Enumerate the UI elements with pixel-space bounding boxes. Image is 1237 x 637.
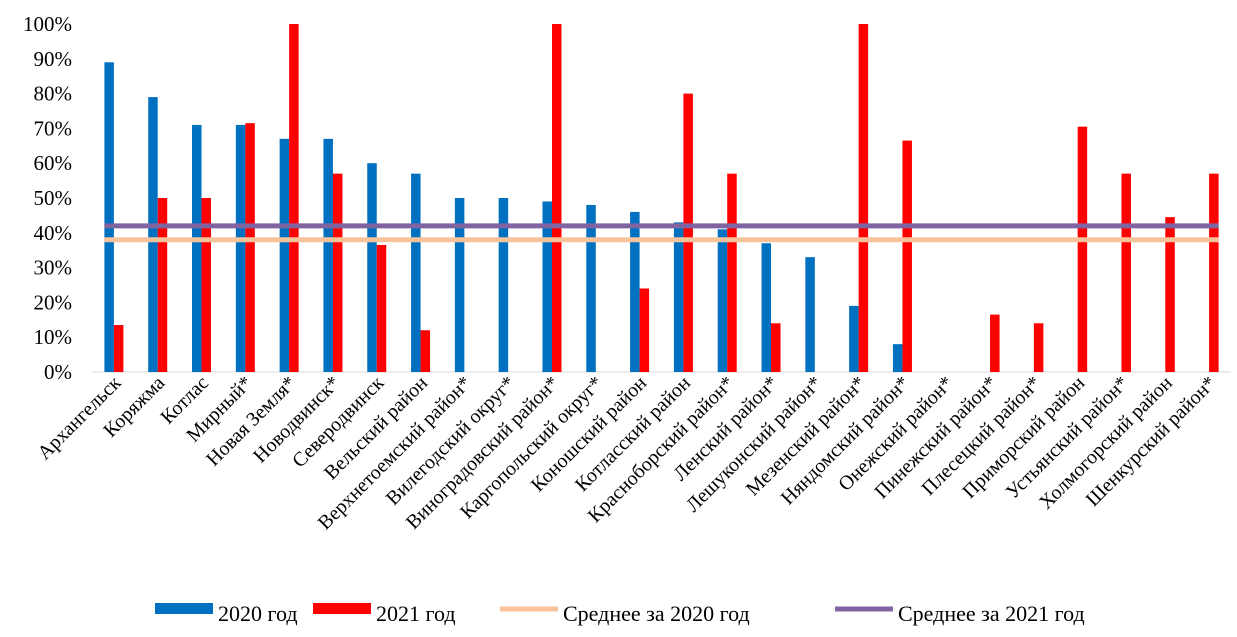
bar-2020 xyxy=(630,211,640,372)
bar-2021 xyxy=(245,123,255,373)
bar-2020 xyxy=(498,198,509,372)
legend-label: 2021 год xyxy=(376,601,456,626)
bar-2021 xyxy=(289,24,299,372)
bar-2021 xyxy=(990,314,1000,372)
bar-2020 xyxy=(586,204,596,372)
y-tick-label: 20% xyxy=(34,290,73,314)
legend-swatch xyxy=(313,603,371,614)
bar-2020 xyxy=(279,138,290,372)
bar-2020 xyxy=(411,173,421,372)
y-tick-label: 0% xyxy=(44,360,72,384)
bar-2021 xyxy=(858,24,869,372)
bar-2021 xyxy=(639,288,650,372)
bar-2021 xyxy=(551,24,562,372)
legend-swatch xyxy=(155,603,213,614)
legend-item-2021: 2021 год xyxy=(313,601,456,626)
bar-2021 xyxy=(771,323,781,372)
legend: 2020 год 2021 год Среднее за 2020 год Средн… xyxy=(155,601,1085,626)
legend-label: 2020 год xyxy=(218,601,298,626)
bar-2021 xyxy=(420,330,431,372)
y-tick-label: 50% xyxy=(34,186,73,210)
legend-label: Среднее за 2021 год xyxy=(898,601,1085,626)
bar-2021 xyxy=(1121,173,1131,372)
bar-2021 xyxy=(113,325,124,372)
legend-item-avg-2021: Среднее за 2021 год xyxy=(835,601,1085,626)
bar-2020 xyxy=(148,97,158,372)
bar-2021 xyxy=(201,198,212,372)
average-lines xyxy=(104,223,1219,243)
bar-2021 xyxy=(902,140,912,372)
y-tick-label: 10% xyxy=(34,325,73,349)
bar-2020 xyxy=(542,201,552,372)
bar-2020 xyxy=(192,124,202,372)
bar-2020 xyxy=(454,198,465,372)
bar-2021 xyxy=(1209,173,1219,372)
bar-2020 xyxy=(235,124,246,372)
bar-2020 xyxy=(323,138,333,372)
bar-2020 xyxy=(673,222,684,372)
bar-2020 xyxy=(849,305,859,372)
y-tick-label: 100% xyxy=(23,12,72,36)
bar-2020 xyxy=(367,163,377,372)
legend-item-2020: 2020 год xyxy=(155,601,298,626)
y-tick-label: 80% xyxy=(34,82,73,106)
bars xyxy=(104,24,1219,373)
y-tick-label: 60% xyxy=(34,151,73,175)
bar-2021 xyxy=(1077,126,1088,372)
y-tick-label: 90% xyxy=(34,47,73,71)
bar-2020 xyxy=(717,229,728,372)
bar-2021 xyxy=(332,173,343,372)
bar-2021 xyxy=(376,244,387,372)
y-tick-label: 70% xyxy=(34,116,73,140)
bar-2020 xyxy=(761,243,772,372)
y-axis-labels: 0% 10% 20% 30% 40% 50% 60% 70% 80% 90% 100% xyxy=(23,12,72,384)
legend-item-avg-2020: Среднее за 2020 год xyxy=(500,601,750,626)
bar-2021 xyxy=(157,198,168,372)
y-tick-label: 30% xyxy=(34,256,73,280)
bar-2020 xyxy=(104,62,114,372)
bar-2020 xyxy=(892,344,903,372)
legend-label: Среднее за 2020 год xyxy=(563,601,750,626)
bar-2021 xyxy=(1033,323,1044,372)
y-tick-label: 40% xyxy=(34,221,73,245)
bar-2021 xyxy=(1165,217,1175,372)
bar-2020 xyxy=(805,257,815,372)
bar-2021 xyxy=(683,93,693,372)
bar-2021 xyxy=(727,173,737,372)
